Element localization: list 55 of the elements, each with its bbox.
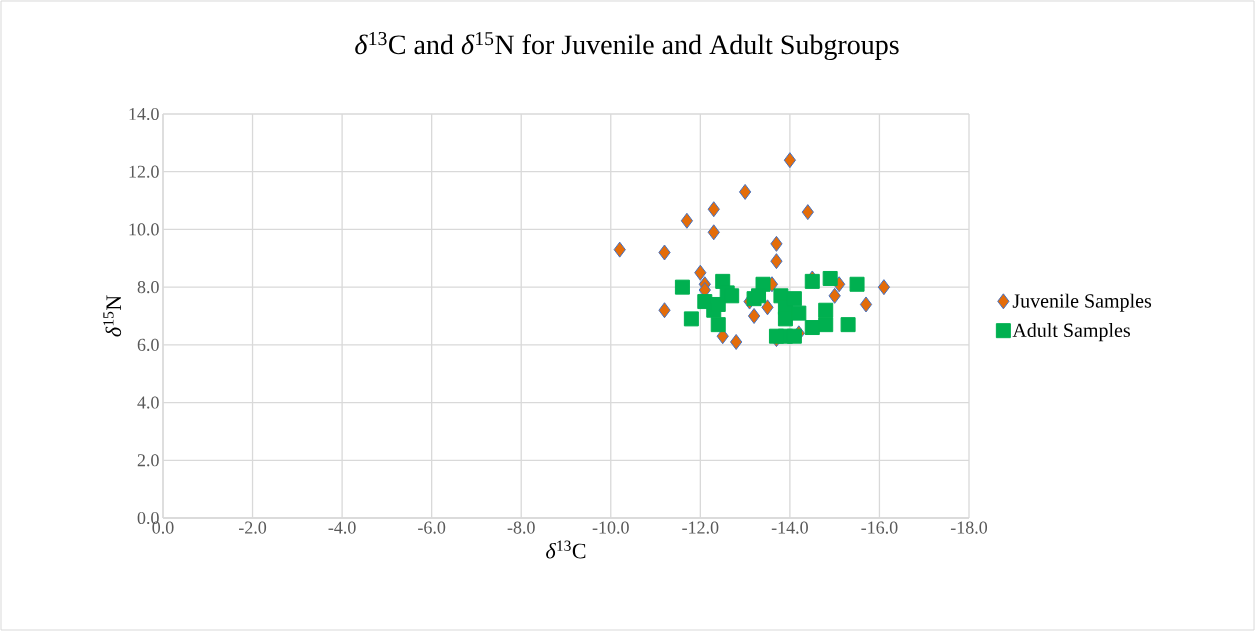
point (859, 296, 873, 313)
point (751, 288, 767, 304)
point (707, 224, 720, 241)
chart-title: δ$^{13}$C and δ$^{15}$N for Juvenile and Adult Subgroups (355, 31, 899, 60)
point (730, 333, 743, 350)
point (770, 235, 783, 252)
x-tick-label: -16.0 (861, 521, 898, 534)
y-tick-label: 4.0 (137, 396, 159, 409)
x-tick-label: -18.0 (950, 521, 988, 534)
point (791, 305, 807, 321)
y-tick-label: 2.0 (137, 454, 159, 467)
y-tick-label: 12.0 (129, 165, 159, 178)
x-tick-label: -4.0 (328, 521, 356, 534)
point (707, 201, 720, 218)
y-tick-label: 10.0 (129, 223, 159, 236)
y-tick-label: 14.0 (129, 107, 159, 121)
point (840, 317, 856, 333)
point (828, 287, 841, 304)
point (804, 320, 820, 336)
point (683, 311, 699, 327)
legend-label: Adult Samples (1012, 322, 1130, 342)
point (770, 253, 783, 270)
point (786, 291, 802, 307)
x-axis-title: δ$^{13}$C (546, 540, 586, 559)
point (694, 264, 707, 281)
x-tick-label: -8.0 (507, 521, 535, 534)
point (849, 276, 865, 292)
point (783, 152, 797, 169)
point (710, 317, 726, 333)
legend-label: Juvenile Samples (1012, 293, 1152, 312)
point (777, 311, 793, 327)
point (674, 279, 690, 295)
point (724, 288, 740, 304)
x-tick-label: -14.0 (771, 521, 808, 534)
x-tick-label: -6.0 (418, 521, 446, 534)
point (877, 279, 891, 296)
point (747, 308, 761, 324)
point (680, 212, 694, 229)
point (822, 270, 838, 286)
point (818, 317, 834, 333)
x-tick-label: -12.0 (682, 521, 719, 534)
y-axis-title: δ$^{15}$N (103, 295, 122, 337)
point (658, 302, 671, 319)
point (786, 328, 802, 344)
y-tick-label: 6.0 (137, 338, 159, 351)
point (801, 204, 814, 221)
y-tick-label: 8.0 (137, 281, 159, 294)
point (768, 328, 784, 344)
x-tick-label: -2.0 (238, 521, 267, 534)
x-tick-label: -10.0 (592, 521, 629, 534)
point (738, 183, 752, 200)
point (658, 244, 671, 261)
point (613, 241, 626, 258)
point (761, 299, 774, 316)
point (818, 302, 834, 318)
